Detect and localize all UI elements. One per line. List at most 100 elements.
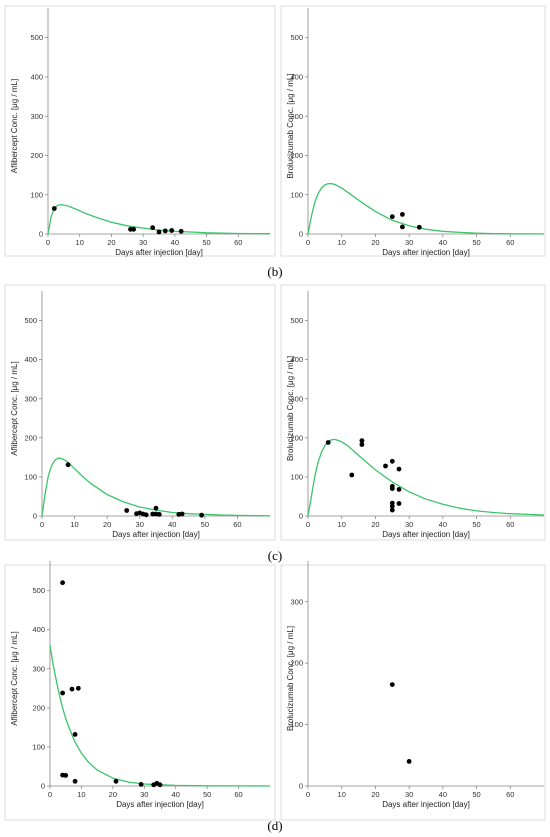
data-point	[178, 228, 184, 234]
y-tick-label: 400	[30, 73, 43, 82]
data-point	[396, 466, 402, 472]
model-curve	[41, 457, 271, 517]
panel-label-c: (c)	[268, 548, 282, 563]
y-tick-label: 0	[39, 230, 43, 239]
y-tick-label: 500	[32, 586, 45, 595]
chart-frame	[4, 564, 276, 821]
x-tick-label: 40	[168, 520, 176, 529]
data-point	[131, 226, 137, 232]
x-tick-label: 30	[405, 520, 413, 529]
chart-d-brolucizumab: 0 100 200 300 0 10 20 30 40 50 60 Days after inject…	[280, 561, 546, 821]
y-tick-label: 0	[41, 782, 45, 791]
y-tick-label: 300	[24, 394, 37, 403]
x-tick-label: 0	[48, 790, 52, 799]
x-tick-label: 40	[172, 790, 180, 799]
y-axis-title: Brolucizumab Conc. [μg / mL]	[286, 626, 295, 731]
y-tick-label: 100	[290, 190, 303, 199]
y-tick-label: 200	[290, 659, 303, 668]
y-axis-title: Brolucizumab Conc. [μg / mL]	[286, 73, 295, 178]
y-tick-label: 0	[299, 782, 303, 791]
x-axis-title: Days after injection [day]	[115, 248, 203, 257]
y-tick-label: 500	[290, 316, 303, 325]
data-point	[156, 229, 162, 235]
panel-label-d: (d)	[267, 818, 282, 833]
y-tick-label: 400	[24, 355, 37, 364]
x-tick-label: 10	[77, 790, 85, 799]
data-point	[199, 512, 205, 518]
data-point	[179, 511, 185, 517]
y-tick-label: 400	[32, 625, 45, 634]
data-point	[60, 580, 65, 586]
x-tick-label: 20	[107, 238, 115, 247]
x-tick-label: 20	[103, 520, 111, 529]
data-point	[400, 224, 405, 230]
data-point	[389, 458, 395, 464]
data-point	[389, 503, 395, 509]
data-point	[359, 442, 365, 447]
y-tick-label: 300	[32, 664, 45, 673]
y-tick-label: 200	[290, 151, 303, 160]
data-point	[150, 511, 156, 517]
data-point	[75, 685, 81, 691]
data-point	[60, 690, 65, 696]
data-point	[169, 228, 175, 233]
y-tick-label: 100	[290, 473, 303, 482]
chart-b-aflibercept: 0 100 200 300 400 500 0 10 20 30 40 50 60 Days after …	[4, 5, 276, 257]
x-tick-label: 30	[139, 238, 147, 247]
x-tick-label: 20	[109, 790, 117, 799]
x-tick-label: 50	[202, 238, 210, 247]
chart-b-brolucizumab: 0 100 200 300 400 500 0 10 20 30 40 50 60 Days after …	[280, 5, 546, 257]
y-axis-title: Brolucizumab Conc. [μg / mL]	[286, 356, 295, 461]
data-point	[150, 225, 156, 231]
data-point	[389, 507, 395, 513]
chart-d-aflibercept: 0 100 200 300 400 500 0 10 20 30 40 50 60 Days after …	[4, 561, 276, 821]
panel-label-b: (b)	[267, 264, 282, 279]
data-point	[400, 212, 405, 217]
y-tick-label: 200	[32, 703, 45, 712]
model-curve	[307, 183, 545, 235]
y-tick-label: 0	[299, 230, 303, 239]
x-tick-label: 50	[472, 238, 480, 247]
x-axis-title: Days after injection [day]	[112, 530, 200, 539]
data-point	[124, 508, 130, 513]
chart-frame	[280, 284, 546, 541]
x-tick-label: 60	[234, 238, 242, 247]
x-tick-label: 30	[136, 520, 144, 529]
x-tick-label: 0	[306, 790, 310, 799]
x-tick-label: 40	[439, 520, 447, 529]
data-point	[157, 782, 163, 788]
x-tick-label: 30	[140, 790, 148, 799]
data-point	[389, 214, 395, 220]
y-axis-title: Aflibercept Conc. [μg / mL]	[10, 361, 19, 455]
x-axis-title: Days after injection [day]	[382, 800, 470, 809]
x-tick-label: 50	[201, 520, 209, 529]
x-tick-label: 50	[203, 790, 211, 799]
data-point	[406, 759, 412, 764]
x-tick-label: 10	[338, 238, 346, 247]
y-tick-label: 100	[24, 473, 37, 482]
x-tick-label: 40	[439, 790, 447, 799]
data-point	[138, 782, 144, 787]
y-tick-label: 300	[290, 112, 303, 121]
data-point	[63, 773, 69, 778]
x-tick-label: 10	[76, 238, 84, 247]
y-tick-label: 200	[24, 433, 37, 442]
chart-c-brolucizumab: 0 100 200 300 400 500 0 10 20 30 40 50 60 Days after …	[280, 284, 546, 541]
y-tick-label: 100	[290, 720, 303, 729]
y-tick-label: 500	[24, 316, 37, 325]
y-tick-label: 300	[290, 394, 303, 403]
y-tick-label: 500	[30, 33, 43, 42]
y-tick-label: 0	[299, 512, 303, 521]
y-tick-label: 0	[33, 512, 37, 521]
data-point	[396, 487, 402, 492]
x-axis-title: Days after injection [day]	[116, 800, 204, 809]
data-point	[113, 778, 119, 784]
data-point	[162, 228, 168, 234]
x-tick-label: 50	[472, 520, 480, 529]
x-axis-title: Days after injection [day]	[382, 530, 470, 539]
x-tick-label: 20	[371, 790, 379, 799]
x-tick-label: 50	[472, 790, 480, 799]
data-point	[359, 438, 365, 443]
x-tick-label: 20	[371, 520, 379, 529]
